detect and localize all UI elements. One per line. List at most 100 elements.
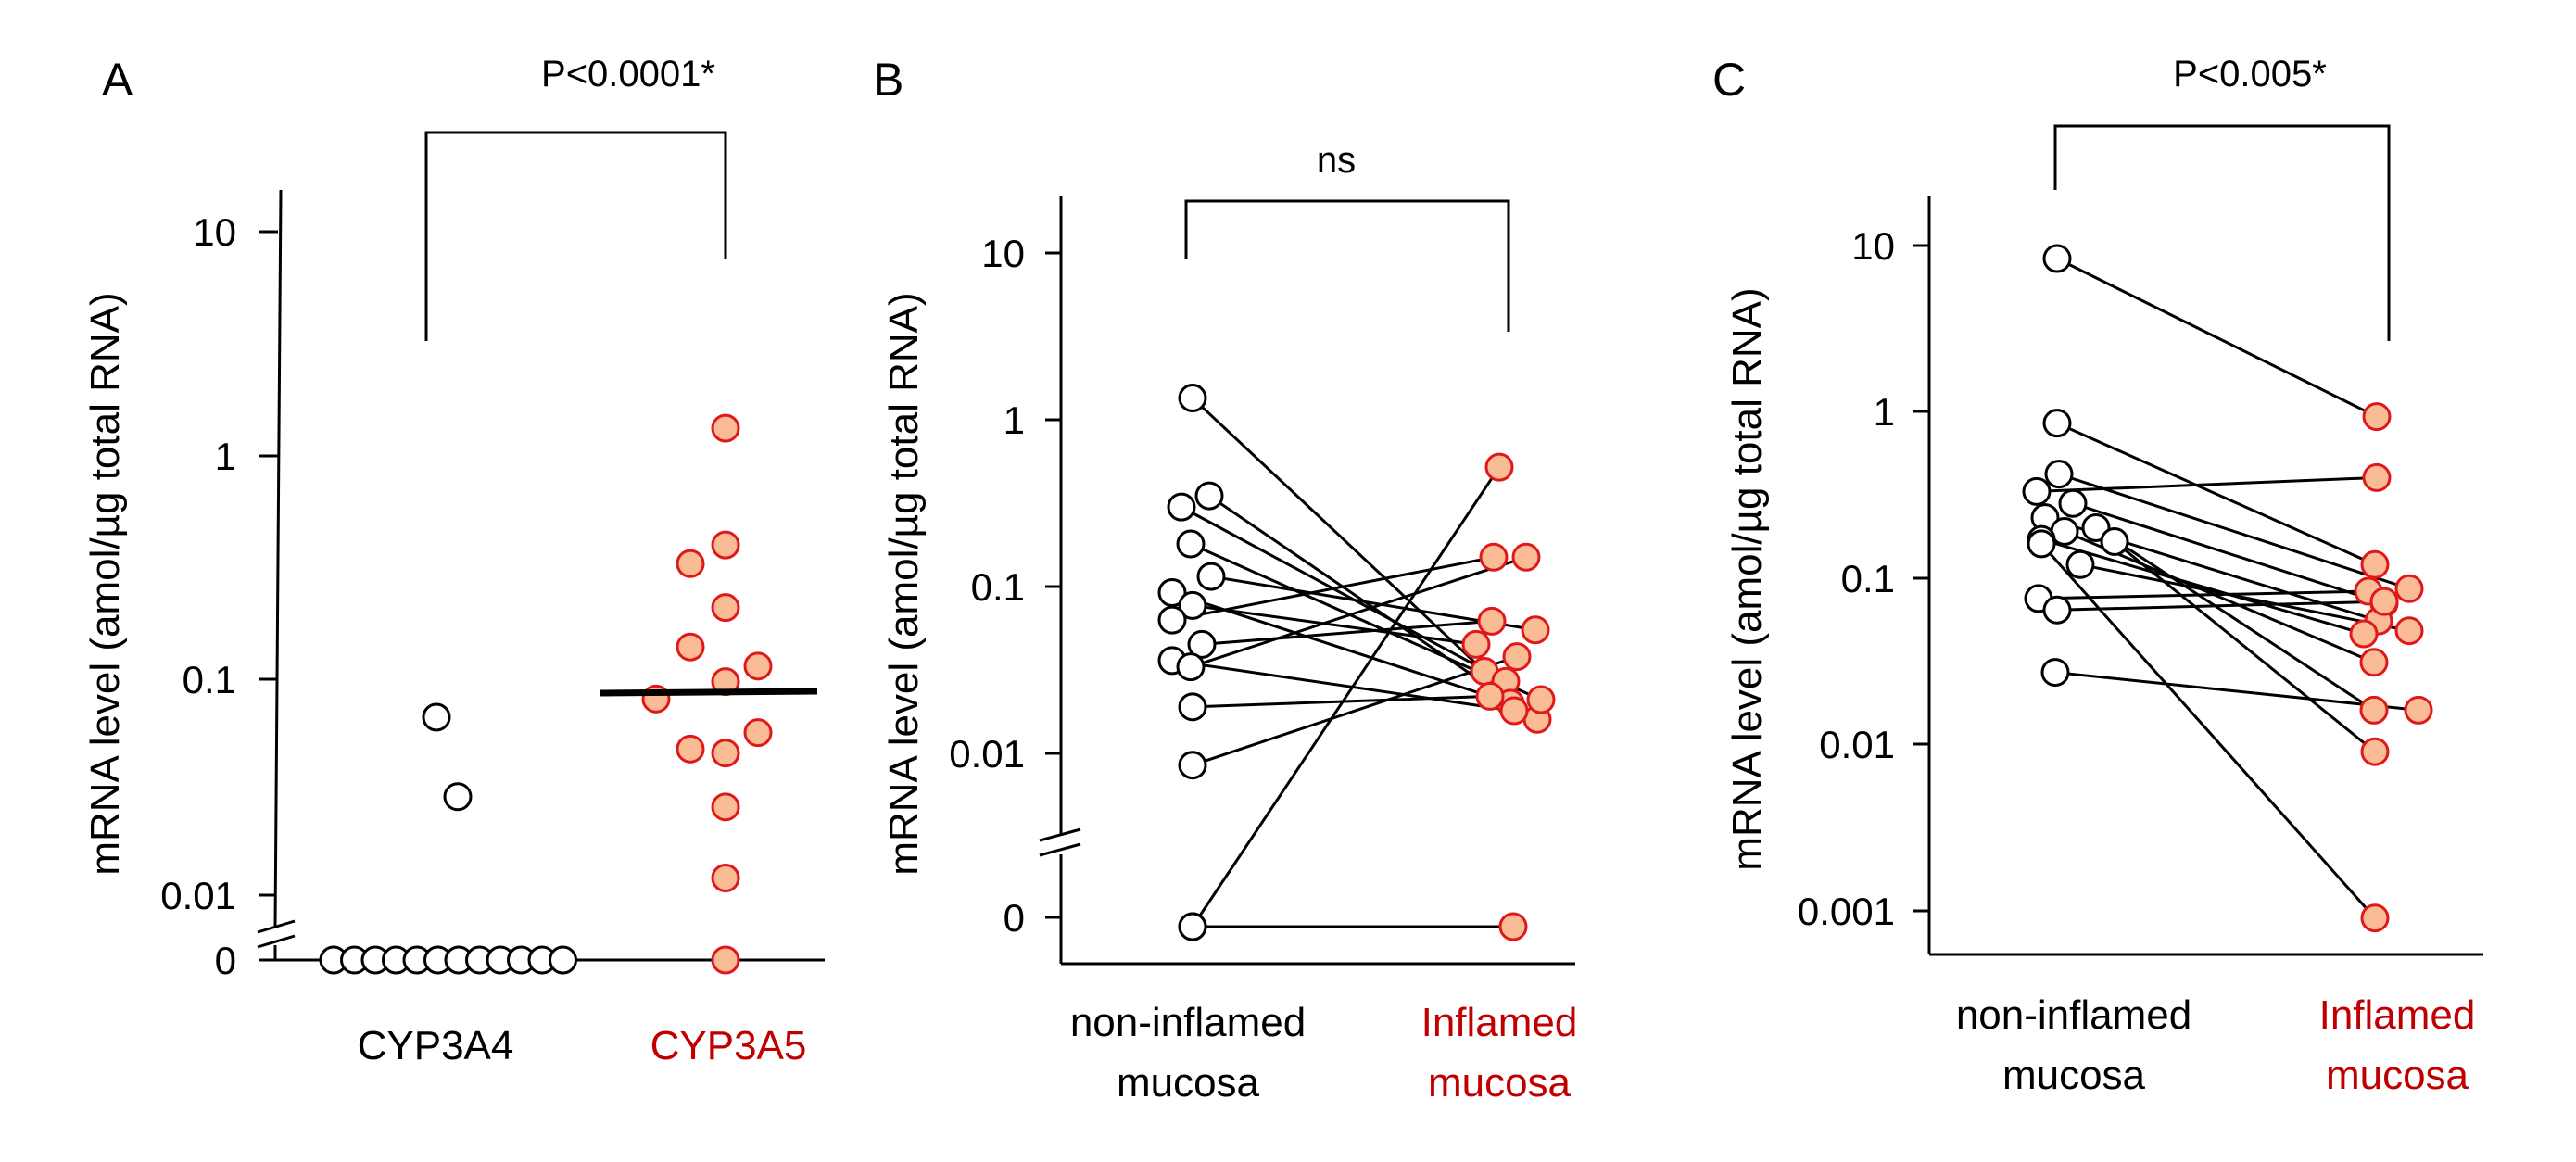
inflamed-point (1521, 615, 1550, 645)
inflamed-point (1461, 629, 1491, 659)
panel-a-category-cyp3a5: CYP3A5 (650, 1023, 807, 1068)
inflamed-point (1479, 542, 1509, 572)
pair-line (1192, 603, 1477, 646)
panel-b-category-non-inflamed-line1: non-inflamed (1070, 1000, 1306, 1045)
non-inflamed-point (1157, 578, 1187, 608)
inflamed-point (2394, 616, 2424, 646)
cyp3a5-point (676, 734, 705, 764)
panel-b-category-inflamed-line1: Inflamed (1421, 1000, 1578, 1045)
pair-line (2056, 422, 2376, 566)
non-inflamed-point (1194, 481, 1224, 511)
non-inflamed-point (1176, 529, 1206, 559)
pair-line (2039, 542, 2377, 919)
cyp3a5-point (711, 413, 740, 443)
non-inflamed-point (1178, 590, 1207, 620)
pair-line (1201, 619, 1493, 646)
panel-c-y-axis-title: mRNA level (amol/µg total RNA) (1724, 287, 1770, 870)
panel-b-tick-label: 10 (981, 232, 1025, 275)
inflamed-point (2360, 903, 2390, 933)
non-inflamed-point (2022, 476, 2052, 506)
panel-a-axis-break-mark (257, 919, 296, 934)
non-inflamed-point (1187, 629, 1217, 659)
panel-c-tick-label: 10 (1851, 224, 1895, 268)
pair-line (1191, 466, 1501, 928)
non-inflamed-point (1178, 692, 1207, 722)
inflamed-point (1502, 642, 1532, 672)
panel-c-category-non-inflamed-line1: non-inflamed (1956, 992, 2191, 1038)
cyp3a5-point (676, 549, 705, 578)
non-inflamed-point (2100, 526, 2129, 556)
pair-line (2058, 473, 2410, 590)
inflamed-point (2349, 619, 2379, 649)
non-inflamed-point (1157, 605, 1187, 635)
cyp3a4-point (549, 945, 577, 975)
panel-c-tick-label: 1 (1874, 390, 1895, 434)
panel-a-tick-label: 10 (193, 210, 236, 254)
panel-b-significance-label: ns (1317, 140, 1356, 181)
pair-line (2036, 475, 2378, 493)
panel-c-tick-label: 0.01 (1819, 723, 1895, 766)
panel-a-y-axis-title: mRNA level (amol/µg total RNA) (82, 292, 128, 875)
inflamed-point (2362, 402, 2392, 432)
cyp3a5-point (743, 651, 773, 681)
panel-c-tick-label: 0.001 (1798, 890, 1895, 933)
inflamed-point (1499, 696, 1529, 726)
pair-line (2095, 526, 2375, 712)
inflamed-point (2394, 574, 2424, 603)
pair-line (1171, 659, 1515, 713)
cyp3a5-point (711, 593, 740, 623)
non-inflamed-point (1167, 492, 1196, 522)
non-inflamed-point (1176, 652, 1206, 682)
panel-a-category-cyp3a4: CYP3A4 (358, 1023, 514, 1068)
pair-line (2056, 257, 2378, 419)
panel-b-significance-bracket (1184, 199, 1510, 332)
inflamed-point (2404, 695, 2433, 725)
panel-b-category-inflamed-line2: mucosa (1428, 1060, 1572, 1105)
pair-line (2038, 589, 2369, 600)
non-inflamed-point (1178, 912, 1207, 941)
pair-line (1191, 397, 1486, 673)
panel-c: C mRNA level (amol/µg total RNA) 10 1 0.… (1712, 54, 2483, 1098)
pair-line (2072, 501, 2385, 605)
inflamed-point (2369, 587, 2399, 616)
panel-b-data-points (1157, 384, 1556, 941)
panel-a-tick-label: 0.01 (160, 874, 236, 917)
non-inflamed-point (2065, 549, 2095, 579)
panel-a-median-line (600, 688, 818, 697)
non-inflamed-point (2042, 595, 2072, 625)
non-inflamed-point (2027, 529, 2056, 559)
panel-a-significance-label: P<0.0001* (541, 54, 715, 95)
cyp3a5-point (711, 739, 740, 768)
inflamed-point (2360, 737, 2390, 766)
panel-a-significance-bracket (424, 131, 727, 341)
panel-c-category-inflamed-line2: mucosa (2326, 1053, 2469, 1098)
non-inflamed-point (2042, 409, 2072, 438)
inflamed-point (2360, 549, 2390, 579)
cyp3a4-point (422, 702, 451, 732)
panel-b-category-non-inflamed-line2: mucosa (1117, 1060, 1260, 1105)
non-inflamed-point (1178, 751, 1207, 780)
inflamed-point (1477, 606, 1507, 636)
non-inflamed-point (2044, 460, 2074, 489)
inflamed-point (1484, 452, 1514, 482)
panel-a-y-axis (273, 189, 283, 928)
panel-c-significance-label: P<0.005* (2173, 54, 2327, 95)
non-inflamed-point (1196, 562, 1226, 591)
inflamed-point (2359, 695, 2389, 725)
panel-b-tick-label: 1 (1004, 398, 1025, 442)
inflamed-point (1475, 681, 1505, 711)
pair-line (2040, 537, 2365, 636)
cyp3a5-point (711, 863, 740, 892)
cyp3a5-point (711, 945, 740, 975)
panel-b-tick-label: 0 (1004, 896, 1025, 940)
pair-line (2079, 562, 2410, 633)
panel-a-tick-label: 1 (215, 435, 236, 478)
pair-line (1171, 555, 1495, 622)
pair-line (2054, 671, 2419, 712)
panel-a-letter: A (102, 54, 133, 106)
non-inflamed-point (2042, 244, 2072, 273)
panel-c-category-non-inflamed-line2: mucosa (2002, 1053, 2146, 1098)
panel-b-tick-label: 0.01 (949, 732, 1025, 776)
pair-line (2114, 540, 2376, 753)
